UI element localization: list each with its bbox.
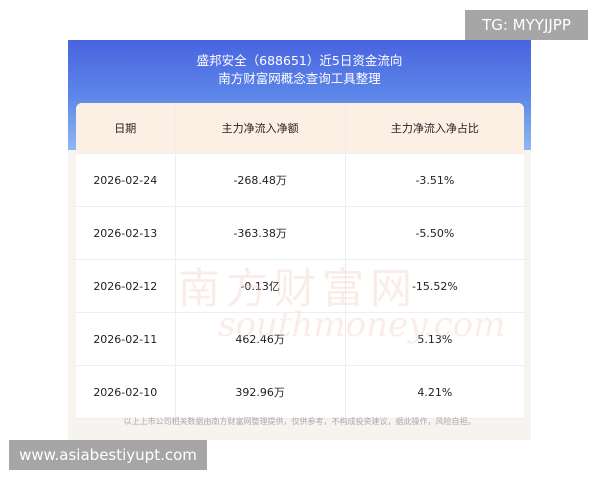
cell-ratio: 4.21%: [417, 385, 453, 399]
card-title: 盛邦安全（688651）近5日资金流向 南方财富网概念查询工具整理: [68, 52, 531, 88]
tg-watermark: TG: MYYJJPP: [465, 10, 588, 40]
table-header: 日期 主力净流入净额 主力净流入净占比: [76, 103, 524, 154]
cell-ratio: 5.13%: [417, 332, 453, 346]
cell-amount: -0.13亿: [176, 260, 346, 312]
cell-amount: -363.38万: [176, 207, 346, 259]
disclaimer: 以上上市公司相关数据由南方财富网整理提供，仅供参考，不构成投资建议，据此操作，风…: [123, 417, 476, 426]
table-row: 2026-02-13 -363.38万 -5.50%: [76, 207, 524, 260]
cell-date: 2026-02-10: [76, 366, 176, 418]
fund-flow-card: 盛邦安全（688651）近5日资金流向 南方财富网概念查询工具整理 日期 主力净…: [68, 40, 531, 440]
header-date: 日期: [76, 103, 176, 153]
cell-amount: 462.46万: [176, 313, 346, 365]
header-amount: 主力净流入净额: [176, 103, 346, 153]
cell-amount: 392.96万: [176, 366, 346, 418]
cell-date: 2026-02-11: [76, 313, 176, 365]
cell-ratio: -5.50%: [415, 226, 455, 240]
cell-ratio: -3.51%: [415, 173, 455, 187]
header-ratio: 主力净流入净占比: [390, 122, 479, 135]
cell-date: 2026-02-13: [76, 207, 176, 259]
title-line-1: 盛邦安全（688651）近5日资金流向: [196, 53, 403, 68]
cell-date: 2026-02-12: [76, 260, 176, 312]
title-line-2: 南方财富网概念查询工具整理: [218, 71, 381, 86]
cell-amount: -268.48万: [176, 154, 346, 206]
table-row: 2026-02-12 -0.13亿 -15.52%: [76, 260, 524, 313]
table-row: 2026-02-11 462.46万 5.13%: [76, 313, 524, 366]
table-row: 2026-02-24 -268.48万 -3.51%: [76, 154, 524, 207]
fund-flow-table: 日期 主力净流入净额 主力净流入净占比 2026-02-24 -268.48万 -3…: [76, 103, 524, 419]
table-row: 2026-02-10 392.96万 4.21%: [76, 366, 524, 419]
cell-ratio: -15.52%: [411, 279, 458, 293]
url-watermark: www.asiabestiyupt.com: [9, 440, 207, 470]
cell-date: 2026-02-24: [76, 154, 176, 206]
